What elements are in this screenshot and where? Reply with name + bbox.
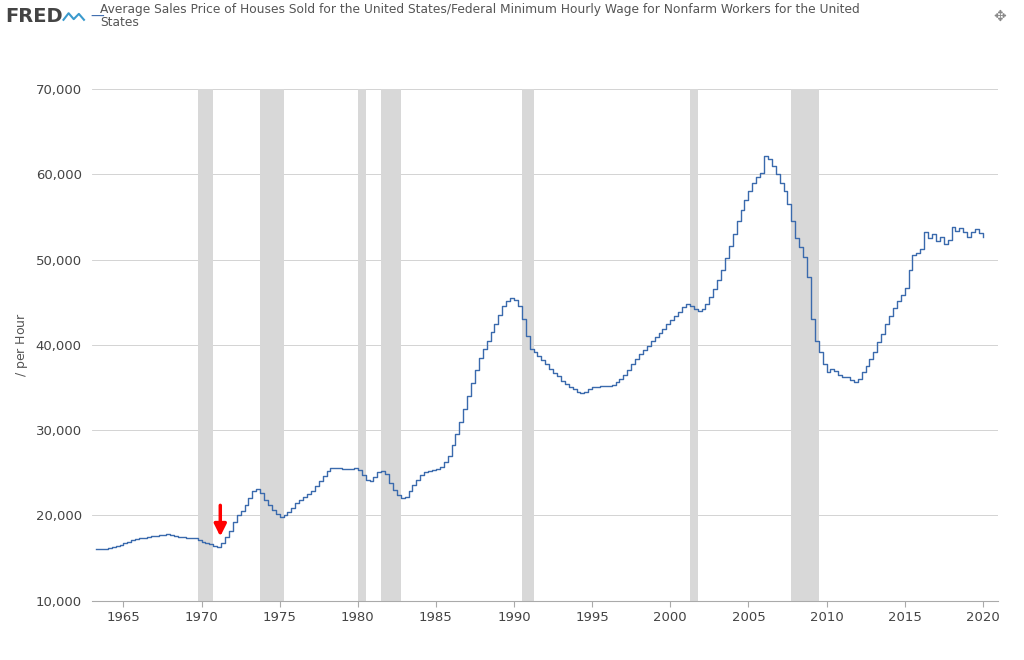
Text: —: — bbox=[90, 9, 103, 24]
Bar bbox=[522, 89, 534, 601]
Text: FRED: FRED bbox=[5, 7, 62, 26]
Text: ✥: ✥ bbox=[994, 9, 1007, 24]
Bar bbox=[198, 89, 213, 601]
Text: States: States bbox=[100, 16, 139, 30]
Bar bbox=[690, 89, 697, 601]
Y-axis label: $/$ per Hour: $/$ per Hour bbox=[14, 312, 30, 378]
Bar bbox=[792, 89, 819, 601]
Bar bbox=[260, 89, 284, 601]
Bar bbox=[357, 89, 366, 601]
Text: Average Sales Price of Houses Sold for the United States/Federal Minimum Hourly : Average Sales Price of Houses Sold for t… bbox=[100, 3, 860, 16]
Bar bbox=[381, 89, 400, 601]
